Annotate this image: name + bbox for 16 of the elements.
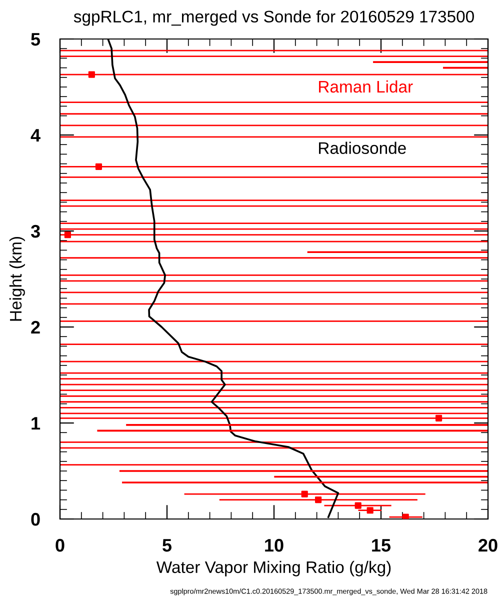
x-tick-label: 10 [265,538,284,552]
text: Raman Lidar [319,80,413,93]
x-tick-label: 15 [372,539,391,552]
y-tick-label: 4 [30,129,40,142]
y-tick-label: 1 [32,417,40,430]
y-axis-title: Height (km) [9,236,25,321]
y-tick-label: 0 [31,512,40,526]
x-tick-label: 0 [56,538,64,552]
x-axis-title: Water Vapor Mixing Ratio (g/kg) [156,560,391,576]
chart-title: sgpRLC1, mr_merged vs Sonde for 20160529 173500 [74,10,474,26]
x-tick-label: 5 [162,539,172,552]
y-tick-label: 2 [31,320,40,334]
y-tick-label: 5 [31,33,40,46]
y-tick-label: 3 [30,224,40,238]
x-tick-label: 20 [478,538,498,552]
text: Radiosonde [319,142,406,154]
